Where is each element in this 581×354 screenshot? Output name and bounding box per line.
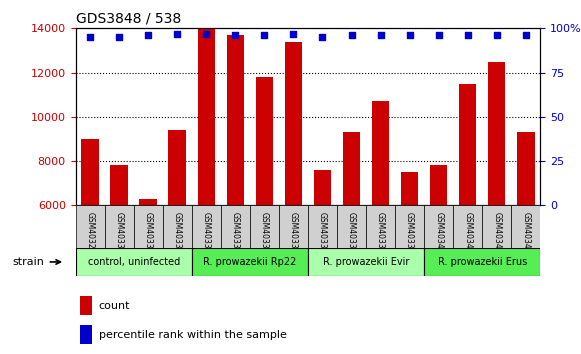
Point [376, 33, 385, 38]
Text: GSM403387: GSM403387 [318, 212, 327, 258]
Bar [227, 35, 244, 205]
Point [202, 31, 211, 36]
Text: GSM403391: GSM403391 [405, 212, 414, 258]
Point [492, 33, 501, 38]
Bar [81, 139, 99, 205]
Point [114, 34, 124, 40]
Bar [343, 132, 360, 205]
FancyBboxPatch shape [192, 248, 308, 276]
Bar [285, 42, 302, 205]
Text: GSM403380: GSM403380 [202, 212, 211, 258]
Point [463, 33, 472, 38]
Bar [80, 325, 92, 344]
Text: R. prowazekii Evir: R. prowazekii Evir [323, 257, 409, 267]
Text: GSM403446: GSM403446 [492, 212, 501, 258]
Point [318, 34, 327, 40]
Point [260, 33, 269, 38]
FancyBboxPatch shape [308, 205, 337, 248]
FancyBboxPatch shape [134, 205, 163, 248]
FancyBboxPatch shape [76, 205, 105, 248]
FancyBboxPatch shape [424, 205, 453, 248]
Point [347, 33, 356, 38]
Text: GSM403388: GSM403388 [347, 212, 356, 258]
Text: GSM403383: GSM403383 [260, 212, 269, 258]
FancyBboxPatch shape [76, 248, 192, 276]
Text: strain: strain [13, 257, 60, 267]
Text: R. prowazekii Rp22: R. prowazekii Rp22 [203, 257, 296, 267]
FancyBboxPatch shape [395, 205, 424, 248]
FancyBboxPatch shape [482, 205, 511, 248]
Text: R. prowazekii Erus: R. prowazekii Erus [437, 257, 527, 267]
FancyBboxPatch shape [163, 205, 192, 248]
Text: GSM403389: GSM403389 [376, 212, 385, 258]
FancyBboxPatch shape [511, 205, 540, 248]
Text: GSM403384: GSM403384 [289, 212, 298, 258]
Bar [517, 132, 535, 205]
FancyBboxPatch shape [337, 205, 366, 248]
FancyBboxPatch shape [279, 205, 308, 248]
Bar [372, 101, 389, 205]
Bar [80, 296, 92, 315]
Point [434, 33, 443, 38]
Text: GSM403447: GSM403447 [521, 212, 530, 258]
Point [173, 31, 182, 36]
Bar [459, 84, 476, 205]
Text: GSM403444: GSM403444 [434, 212, 443, 258]
Text: GSM403378: GSM403378 [144, 212, 153, 258]
Bar [168, 130, 186, 205]
Point [405, 33, 414, 38]
Text: GSM403445: GSM403445 [463, 212, 472, 258]
Text: count: count [99, 301, 130, 311]
Bar [430, 166, 447, 205]
Text: percentile rank within the sample: percentile rank within the sample [99, 330, 286, 339]
Bar [256, 77, 273, 205]
Bar [401, 172, 418, 205]
Point [231, 33, 240, 38]
Bar [110, 166, 128, 205]
Point [144, 33, 153, 38]
Bar [314, 170, 331, 205]
Text: GSM403382: GSM403382 [231, 212, 240, 258]
FancyBboxPatch shape [221, 205, 250, 248]
Text: GSM403281: GSM403281 [85, 212, 95, 258]
Point [85, 34, 95, 40]
FancyBboxPatch shape [105, 205, 134, 248]
FancyBboxPatch shape [250, 205, 279, 248]
Text: GSM403377: GSM403377 [114, 212, 124, 258]
Point [521, 33, 530, 38]
Text: control, uninfected: control, uninfected [88, 257, 180, 267]
Bar [198, 28, 215, 205]
FancyBboxPatch shape [192, 205, 221, 248]
FancyBboxPatch shape [366, 205, 395, 248]
Point [289, 31, 298, 36]
FancyBboxPatch shape [453, 205, 482, 248]
Text: GDS3848 / 538: GDS3848 / 538 [76, 12, 181, 26]
FancyBboxPatch shape [308, 248, 424, 276]
Bar [139, 199, 157, 205]
Text: GSM403379: GSM403379 [173, 212, 182, 258]
FancyBboxPatch shape [424, 248, 540, 276]
Bar [488, 62, 505, 205]
